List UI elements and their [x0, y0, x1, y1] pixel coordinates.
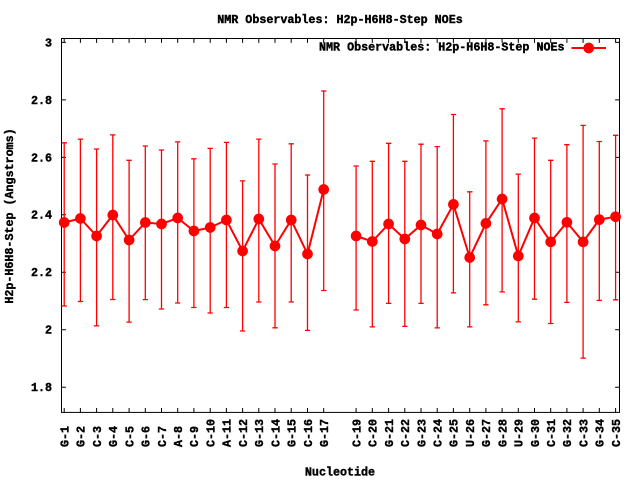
svg-text:C-14: C-14 [269, 419, 283, 447]
svg-text:C-3: C-3 [91, 426, 105, 447]
svg-text:G-25: G-25 [448, 419, 462, 447]
svg-text:NMR Observables: H2p-H6H8-Step: NMR Observables: H2p-H6H8-Step NOEs [319, 40, 564, 54]
svg-text:G-2: G-2 [75, 426, 89, 447]
svg-text:G-6: G-6 [140, 426, 154, 447]
svg-text:2.2: 2.2 [31, 266, 52, 280]
svg-text:G-27: G-27 [480, 419, 494, 447]
svg-text:3: 3 [45, 36, 52, 50]
svg-text:1.8: 1.8 [31, 381, 52, 395]
svg-text:G-30: G-30 [529, 419, 543, 447]
svg-text:A-11: A-11 [221, 419, 235, 447]
svg-text:2.4: 2.4 [31, 209, 52, 223]
svg-text:C-22: C-22 [399, 419, 413, 447]
svg-text:C-5: C-5 [123, 426, 137, 447]
svg-text:C-20: C-20 [367, 419, 381, 447]
svg-text:G-32: G-32 [561, 419, 575, 447]
svg-text:G-34: G-34 [594, 419, 608, 447]
svg-text:C-31: C-31 [545, 419, 559, 447]
svg-text:2.6: 2.6 [31, 151, 52, 165]
svg-text:G-15: G-15 [286, 419, 300, 447]
svg-text:C-9: C-9 [188, 426, 202, 447]
svg-text:G-13: G-13 [253, 419, 267, 447]
svg-text:Nucleotide: Nucleotide [305, 466, 375, 480]
svg-text:H2p-H6H8-Step (Angstroms): H2p-H6H8-Step (Angstroms) [3, 128, 17, 303]
svg-text:C-24: C-24 [432, 419, 446, 447]
svg-text:G-28: G-28 [496, 419, 510, 447]
svg-text:C-12: C-12 [237, 419, 251, 447]
svg-text:G-23: G-23 [415, 419, 429, 447]
svg-text:C-33: C-33 [577, 419, 591, 447]
svg-text:C-7: C-7 [156, 426, 170, 447]
svg-text:NMR Observables: H2p-H6H8-Step: NMR Observables: H2p-H6H8-Step NOEs [217, 13, 462, 27]
svg-text:U-26: U-26 [464, 419, 478, 447]
svg-text:U-29: U-29 [513, 419, 527, 447]
svg-text:C-19: C-19 [350, 419, 364, 447]
svg-text:G-1: G-1 [59, 426, 73, 447]
svg-text:C-16: C-16 [302, 419, 316, 447]
svg-text:C-35: C-35 [610, 419, 624, 447]
svg-text:2: 2 [45, 324, 52, 338]
svg-text:G-4: G-4 [107, 426, 121, 447]
svg-text:C-10: C-10 [205, 419, 219, 447]
svg-text:G-17: G-17 [318, 419, 332, 447]
svg-text:2.8: 2.8 [31, 94, 52, 108]
svg-text:A-8: A-8 [172, 426, 186, 447]
svg-text:G-21: G-21 [383, 419, 397, 447]
